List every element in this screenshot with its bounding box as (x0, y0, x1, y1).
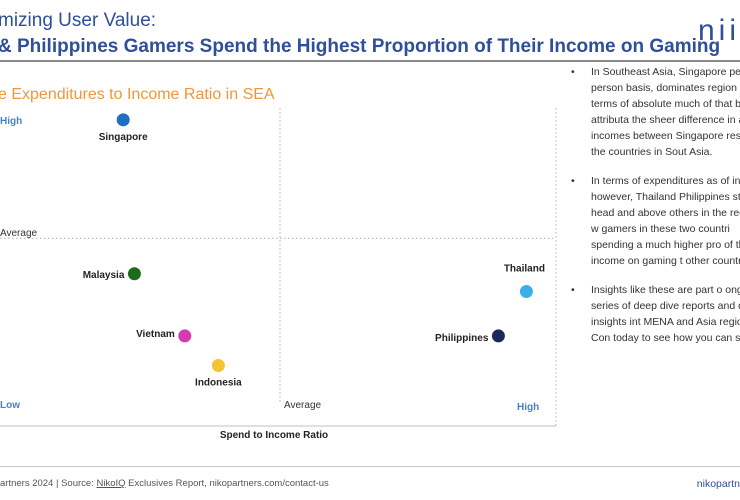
point-philippines (491, 329, 505, 343)
point-indonesia (211, 359, 225, 373)
x-tick-high: High (517, 402, 539, 413)
scatter-chart: High Average Low Average High Spend to I… (0, 108, 557, 441)
data-points: Singapore Malaysia Vietnam Indonesia Thailan… (83, 113, 545, 389)
point-malaysia (127, 267, 141, 281)
point-thailand (519, 285, 533, 299)
point-label-indonesia: Indonesia (195, 378, 242, 389)
chart-title: e Expenditures to Income Ratio in SEA (0, 86, 275, 103)
footer-divider (0, 466, 740, 467)
bullet-item: Insights like these are part o ongoing s… (568, 282, 740, 346)
x-tick-low: Low (0, 400, 20, 411)
point-label-philippines: Philippines (435, 333, 489, 344)
bullet-item: In terms of expenditures as of income ho… (568, 173, 740, 269)
source-link[interactable]: NikoIQ (96, 478, 126, 489)
footer-source: artners 2024 | Source: NikoIQ Exclusives… (0, 478, 329, 489)
footer-brand: nikopartn (696, 478, 740, 490)
point-label-singapore: Singapore (99, 132, 148, 143)
header-divider (0, 60, 740, 62)
point-label-vietnam: Vietnam (136, 329, 175, 340)
footer-copyright: artners 2024 | Source: (0, 478, 97, 489)
footer-source-rest: Exclusives Report, nikopartners.com/cont… (125, 478, 329, 489)
point-vietnam (178, 329, 192, 343)
point-label-thailand: Thailand (504, 264, 545, 275)
point-singapore (116, 113, 130, 127)
page-title: mizing User Value: (0, 10, 157, 31)
y-tick-average: Average (0, 228, 38, 239)
x-axis-label: Spend to Income Ratio (220, 430, 328, 441)
y-tick-high: High (0, 116, 22, 127)
x-tick-average: Average (284, 400, 322, 411)
company-logo: nii (697, 14, 740, 47)
page-subtitle: & Philippines Gamers Spend the Highest P… (0, 36, 721, 57)
point-label-malaysia: Malaysia (83, 270, 125, 281)
insight-bullets: In Southeast Asia, Singapore per person … (568, 64, 740, 359)
bullet-item: In Southeast Asia, Singapore per person … (568, 64, 740, 160)
